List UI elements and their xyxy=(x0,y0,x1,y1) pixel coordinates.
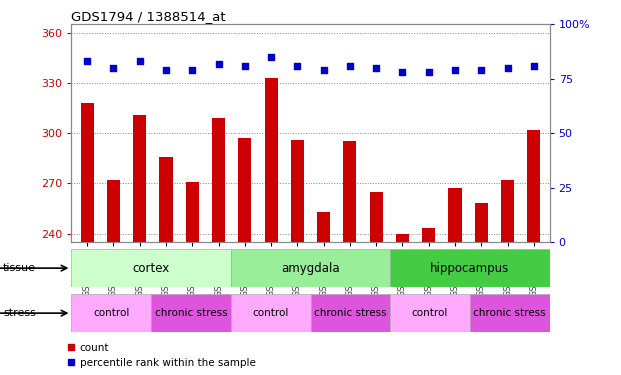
Bar xyxy=(317,212,330,242)
Point xyxy=(82,58,92,64)
Point xyxy=(319,67,329,73)
Bar xyxy=(470,294,550,332)
Bar xyxy=(527,130,540,242)
Bar xyxy=(71,249,231,287)
Bar xyxy=(396,234,409,242)
Text: control: control xyxy=(93,308,129,318)
Bar xyxy=(390,249,550,287)
Bar xyxy=(422,228,435,242)
Bar xyxy=(501,180,514,242)
Text: cortex: cortex xyxy=(132,262,170,274)
Point xyxy=(240,63,250,69)
Text: chronic stress: chronic stress xyxy=(314,308,387,318)
Point xyxy=(345,63,355,69)
Point xyxy=(161,67,171,73)
Bar xyxy=(390,294,470,332)
Text: amygdala: amygdala xyxy=(281,262,340,274)
Bar xyxy=(107,180,120,242)
Bar xyxy=(160,156,173,242)
Bar xyxy=(71,294,151,332)
Bar xyxy=(343,141,356,242)
Text: chronic stress: chronic stress xyxy=(473,308,546,318)
Point xyxy=(397,69,407,75)
Point xyxy=(476,67,486,73)
Bar xyxy=(369,192,383,242)
Bar xyxy=(448,188,461,242)
Point xyxy=(214,60,224,66)
Bar xyxy=(151,294,231,332)
Bar xyxy=(212,118,225,242)
Bar xyxy=(231,249,390,287)
Text: tissue: tissue xyxy=(3,263,36,273)
Point xyxy=(529,63,539,69)
Bar xyxy=(291,140,304,242)
Bar xyxy=(310,294,390,332)
Bar xyxy=(474,203,488,242)
Text: control: control xyxy=(412,308,448,318)
Point xyxy=(109,65,119,71)
Legend: count, percentile rank within the sample: count, percentile rank within the sample xyxy=(67,343,256,368)
Point xyxy=(266,54,276,60)
Text: hippocampus: hippocampus xyxy=(430,262,509,274)
Text: GDS1794 / 1388514_at: GDS1794 / 1388514_at xyxy=(71,10,226,23)
Point xyxy=(135,58,145,64)
Point xyxy=(502,65,512,71)
Point xyxy=(371,65,381,71)
Bar xyxy=(81,103,94,242)
Point xyxy=(188,67,197,73)
Bar xyxy=(133,115,147,242)
Bar xyxy=(265,78,278,242)
Text: stress: stress xyxy=(3,308,36,318)
Bar xyxy=(231,294,310,332)
Bar xyxy=(186,182,199,242)
Text: control: control xyxy=(253,308,289,318)
Point xyxy=(450,67,460,73)
Point xyxy=(292,63,302,69)
Bar xyxy=(238,138,252,242)
Point xyxy=(424,69,433,75)
Text: chronic stress: chronic stress xyxy=(155,308,227,318)
